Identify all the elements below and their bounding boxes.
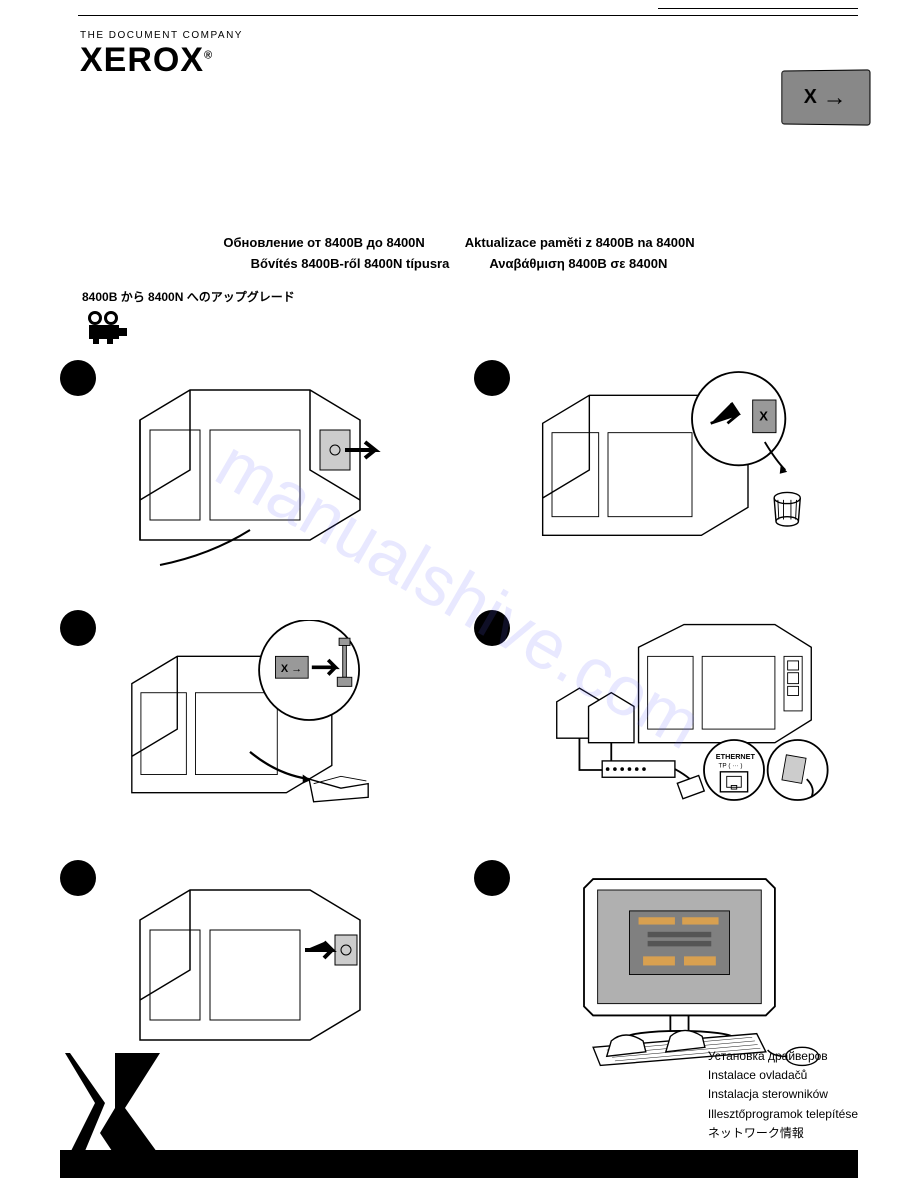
footer-line-pl: Instalacja sterowników	[708, 1085, 858, 1104]
step-5-illustration	[110, 870, 390, 1070]
footer-text-block: Установка драйверов Instalace ovladačů I…	[708, 1047, 858, 1143]
header-short-rule	[658, 8, 858, 9]
svg-text:X: X	[759, 409, 768, 424]
brand-registered: ®	[204, 50, 213, 62]
step-6-number	[474, 860, 510, 896]
step-3-number	[60, 610, 96, 646]
card-x-glyph: X	[804, 86, 817, 109]
brand-text: XEROX	[80, 41, 204, 79]
footer-line-ru: Установка драйверов	[708, 1047, 858, 1066]
step-6-illustration	[524, 870, 844, 1070]
ethernet-sublabel: TP ( ··· )	[719, 762, 743, 769]
title-row-2: Bővítés 8400B-ről 8400N típusra Αναβάθμι…	[0, 256, 918, 271]
title-row-1: Обновление от 8400B до 8400N Aktualizace…	[0, 235, 918, 250]
step-2: X	[474, 350, 858, 590]
step-2-illustration: X	[524, 370, 804, 570]
step-3: X →	[60, 600, 444, 840]
title-czech: Aktualizace paměti z 8400B na 8400N	[465, 235, 695, 250]
title-russian: Обновление от 8400B до 8400N	[223, 235, 424, 250]
company-block: THE DOCUMENT COMPANY XEROX®	[80, 30, 243, 80]
title-greek: Αναβάθμιση 8400B σε 8400N	[489, 256, 667, 271]
title-hungarian: Bővítés 8400B-ről 8400N típusra	[251, 256, 450, 271]
card-logo: X →	[781, 69, 870, 125]
step-1-number	[60, 360, 96, 396]
ethernet-label: ETHERNET	[716, 752, 756, 761]
step-4: ETHERNET TP ( ··· )	[474, 600, 858, 840]
step-grid: X X →	[60, 350, 858, 1090]
footer-line-hu: Illesztőprogramok telepítése	[708, 1105, 858, 1124]
step-4-illustration: ETHERNET TP ( ··· )	[524, 620, 844, 820]
step-2-number	[474, 360, 510, 396]
company-tagline: THE DOCUMENT COMPANY	[80, 30, 243, 41]
svg-text:X →: X →	[281, 663, 302, 675]
step-3-illustration: X →	[110, 620, 390, 820]
footer-line-cs: Instalace ovladačů	[708, 1066, 858, 1085]
footer-line-jp: ネットワーク情報	[708, 1124, 858, 1143]
step-5-number	[60, 860, 96, 896]
brand-name: XEROX®	[80, 41, 243, 80]
step-1	[60, 350, 444, 590]
projector-icon	[85, 310, 130, 345]
footer-black-bar	[60, 1150, 858, 1178]
card-arrow-icon: →	[823, 83, 847, 111]
multilingual-titles: Обновление от 8400B до 8400N Aktualizace…	[0, 235, 918, 271]
header-rule	[78, 15, 858, 16]
title-japanese: 8400B から 8400N へのアップグレード	[82, 288, 295, 305]
step-4-number	[474, 610, 510, 646]
step-1-illustration	[110, 370, 390, 570]
page-header: THE DOCUMENT COMPANY XEROX®	[0, 0, 918, 80]
